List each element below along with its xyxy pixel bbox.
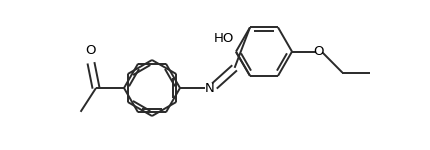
Text: O: O (313, 45, 324, 58)
Text: O: O (86, 44, 96, 57)
Text: N: N (205, 81, 214, 94)
Text: HO: HO (214, 32, 234, 45)
